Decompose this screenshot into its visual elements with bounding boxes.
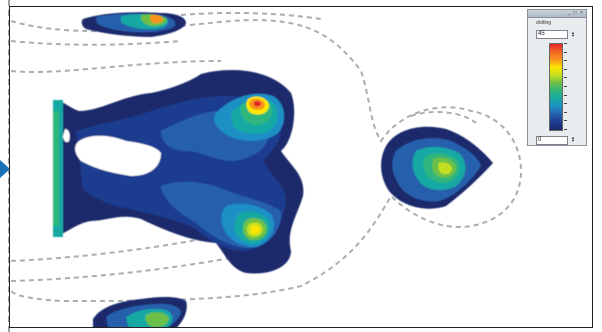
max-value-field[interactable]: 45	[536, 30, 568, 39]
window-buttons[interactable]: _ □ ×	[567, 10, 584, 16]
ramp-tick	[564, 77, 567, 79]
ramp-tick	[564, 111, 567, 113]
legend-title: dotting	[536, 20, 552, 26]
ramp-ticks	[564, 43, 568, 131]
color-scale-window[interactable]: _ □ × dotting 45 ▲ ▼ 0 ▲ ▼	[527, 9, 587, 146]
torso-heat-region	[53, 70, 304, 274]
ramp-tick	[564, 103, 567, 105]
max-spinner[interactable]: ▲ ▼	[571, 30, 575, 38]
top-hand-heat-region	[81, 12, 186, 37]
ramp-tick	[564, 51, 567, 53]
bottom-hand-heat-region	[93, 296, 187, 327]
ramp-tick	[564, 129, 567, 130]
head-heat-region	[381, 126, 493, 209]
ramp-tick	[564, 86, 567, 87]
body-outline	[10, 11, 523, 303]
min-spinner[interactable]: ▲ ▼	[571, 135, 575, 143]
legend-titlebar[interactable]: _ □ ×	[528, 10, 586, 18]
color-ramp	[549, 43, 563, 131]
min-value-field[interactable]: 0	[536, 136, 568, 145]
ramp-tick	[564, 43, 567, 44]
ramp-tick	[564, 120, 567, 122]
heatmap-viewport[interactable]	[9, 6, 593, 328]
ramp-tick	[564, 60, 567, 62]
expand-arrow-icon[interactable]	[0, 160, 10, 178]
body-heatmap	[10, 11, 523, 327]
ramp-tick	[564, 94, 567, 96]
ramp-tick	[564, 68, 567, 70]
